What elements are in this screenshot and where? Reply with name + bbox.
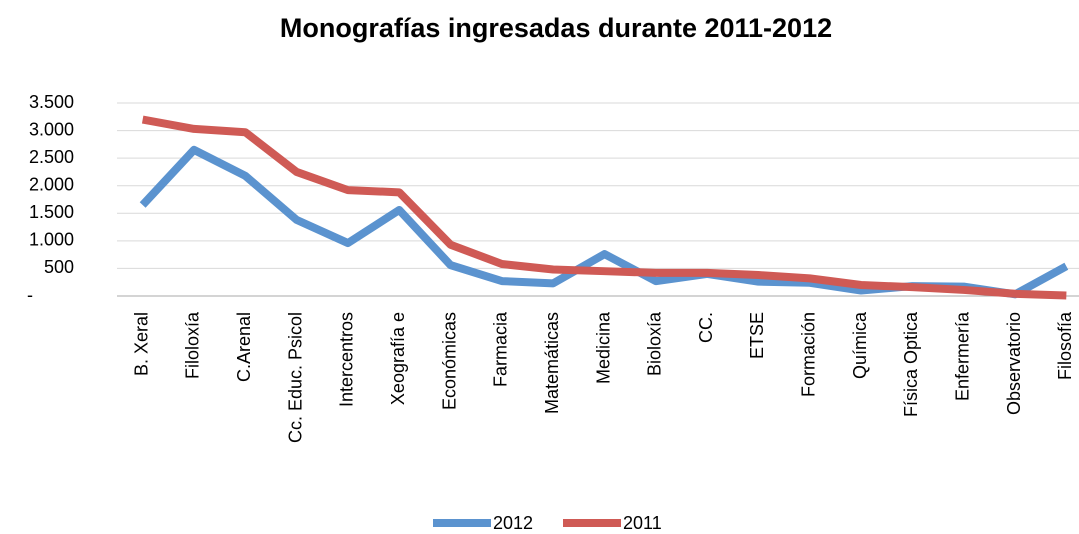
x-tick-label: Física Optica (901, 311, 921, 417)
x-tick-label: Farmacia (491, 311, 511, 387)
x-tick-label: C.Arenal (234, 312, 254, 382)
x-tick-label: Xeografía e (388, 312, 408, 405)
x-tick-label: Formación (799, 312, 819, 397)
x-tick-label: B. Xeral (131, 312, 151, 376)
x-tick-label: Química (850, 311, 870, 379)
series-line (141, 115, 1067, 300)
x-tick-label: Medicina (593, 311, 613, 384)
y-tick-label: 1.000 (29, 230, 74, 250)
x-tick-label: CC. (696, 312, 716, 343)
x-tick-label: Cc. Educ. Psicol (285, 312, 305, 443)
x-tick-label: Económicas (439, 312, 459, 410)
x-tick-label: Observatorio (1004, 312, 1024, 415)
x-tick-label: Filosofía (1055, 311, 1075, 380)
x-tick-label: Enfermería (952, 311, 972, 401)
y-tick-label: 500 (44, 257, 74, 277)
y-tick-label: 3.000 (29, 119, 74, 139)
y-tick-label: 2.500 (29, 147, 74, 167)
x-tick-label: Filoloxía (183, 311, 203, 379)
x-tick-label: Bioloxía (645, 311, 665, 376)
legend-label: 2012 (493, 513, 533, 533)
y-tick-label: 1.500 (29, 202, 74, 222)
chart-title: Monografías ingresadas durante 2011-2012 (280, 13, 832, 43)
x-tick-label: Intercentros (337, 312, 357, 407)
x-tick-label: Matemáticas (542, 312, 562, 414)
y-tick-label: 3.500 (29, 92, 74, 112)
legend-label: 2011 (623, 513, 662, 533)
x-tick-label: ETSE (747, 312, 767, 359)
y-tick-label: 2.000 (29, 174, 74, 194)
y-tick-label: - (27, 285, 33, 305)
